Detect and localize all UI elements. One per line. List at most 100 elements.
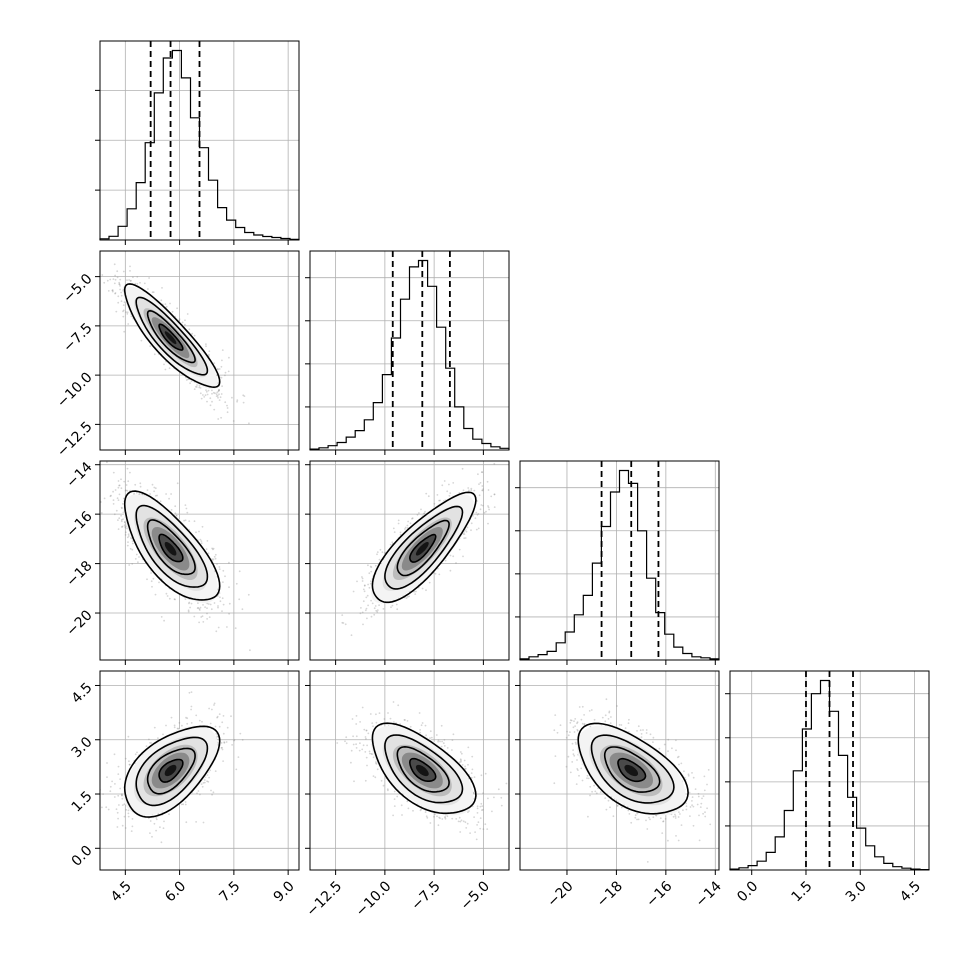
sample-point [122,315,125,318]
sample-point [482,504,484,507]
sample-point [241,739,244,741]
sample-point [119,285,121,287]
sample-point [427,495,430,498]
sample-point [369,582,372,585]
panel-frame [99,250,300,451]
sample-point [154,593,157,596]
sample-point [226,626,228,628]
sample-point [126,467,129,470]
sample-point [479,481,482,484]
sample-point [195,531,197,534]
sample-point [131,825,134,828]
sample-point [189,606,192,609]
sample-point [127,735,130,738]
sample-point [341,614,344,616]
sample-point [150,742,153,744]
sample-point [434,572,437,575]
sample-point [248,422,250,425]
sample-point [147,288,149,290]
sample-point [376,611,379,613]
sample-point [218,725,221,728]
sample-point [407,520,409,523]
sample-point [438,573,441,576]
x-tick-label: 9.0 [271,878,298,905]
x-tick-label: 4.5 [108,878,135,905]
sample-point [191,332,194,335]
sample-point [205,345,207,348]
sample-point [218,368,221,370]
y-tick-label: 0.0 [69,843,96,870]
sample-point [176,307,179,310]
sample-point [188,601,191,604]
sample-point [433,502,436,505]
sample-point [214,392,216,395]
sample-point [76,229,78,231]
sample-point [487,506,490,509]
sample-point [112,471,115,474]
sample-point [198,384,201,387]
sample-point [106,762,108,764]
sample-point [214,770,217,772]
sample-point [238,598,241,601]
sample-point [184,803,187,806]
sample-point [198,719,201,722]
sample-point [216,395,219,397]
sample-point [213,555,216,558]
density-contour [158,533,184,563]
sample-point [428,581,431,584]
sample-point [116,497,119,500]
sample-point [214,557,217,560]
sample-point [470,529,472,532]
sample-point [212,391,215,394]
sample-point [220,376,223,379]
sample-point [213,362,216,364]
sample-point [418,512,420,514]
density-contour [123,490,221,601]
density-contour [146,309,196,364]
sample-point [126,313,129,315]
sample-point [190,705,193,708]
sample-point [218,393,220,396]
sample-point [132,276,134,279]
sample-point [190,708,193,711]
sample-point [468,489,470,492]
sample-point [101,274,104,276]
x-tick-label: 0.0 [734,878,761,905]
density-shade [164,542,177,556]
sample-point [481,471,484,474]
sample-point [155,829,158,832]
sample-point [361,580,364,582]
density-contour [135,296,209,376]
sample-point [218,568,221,570]
sample-point [158,581,160,584]
sample-point [361,577,364,580]
sample-point [493,493,496,496]
sample-point [153,353,156,356]
sample-point [137,561,139,564]
sample-point [376,553,378,556]
sample-point [212,547,215,550]
sample-point [149,742,151,744]
sample-point [95,251,97,253]
sample-point [136,282,139,285]
sample-point [200,540,203,542]
sample-point [464,537,467,539]
sample-point [363,584,366,587]
sample-point [168,497,171,500]
sample-point [120,518,123,521]
sample-point [209,397,212,400]
sample-point [114,783,116,785]
sample-point [152,577,155,580]
sample-point [473,489,476,492]
sample-point [411,517,414,520]
sample-point [370,615,373,618]
sample-point [452,555,455,558]
sample-point [174,598,176,601]
sample-point [208,616,211,618]
sample-point [115,310,118,313]
sample-point [126,311,129,314]
x-tick-label: 4.5 [897,878,924,905]
x-tick-label: 7.5 [216,878,243,905]
sample-point [123,524,126,527]
